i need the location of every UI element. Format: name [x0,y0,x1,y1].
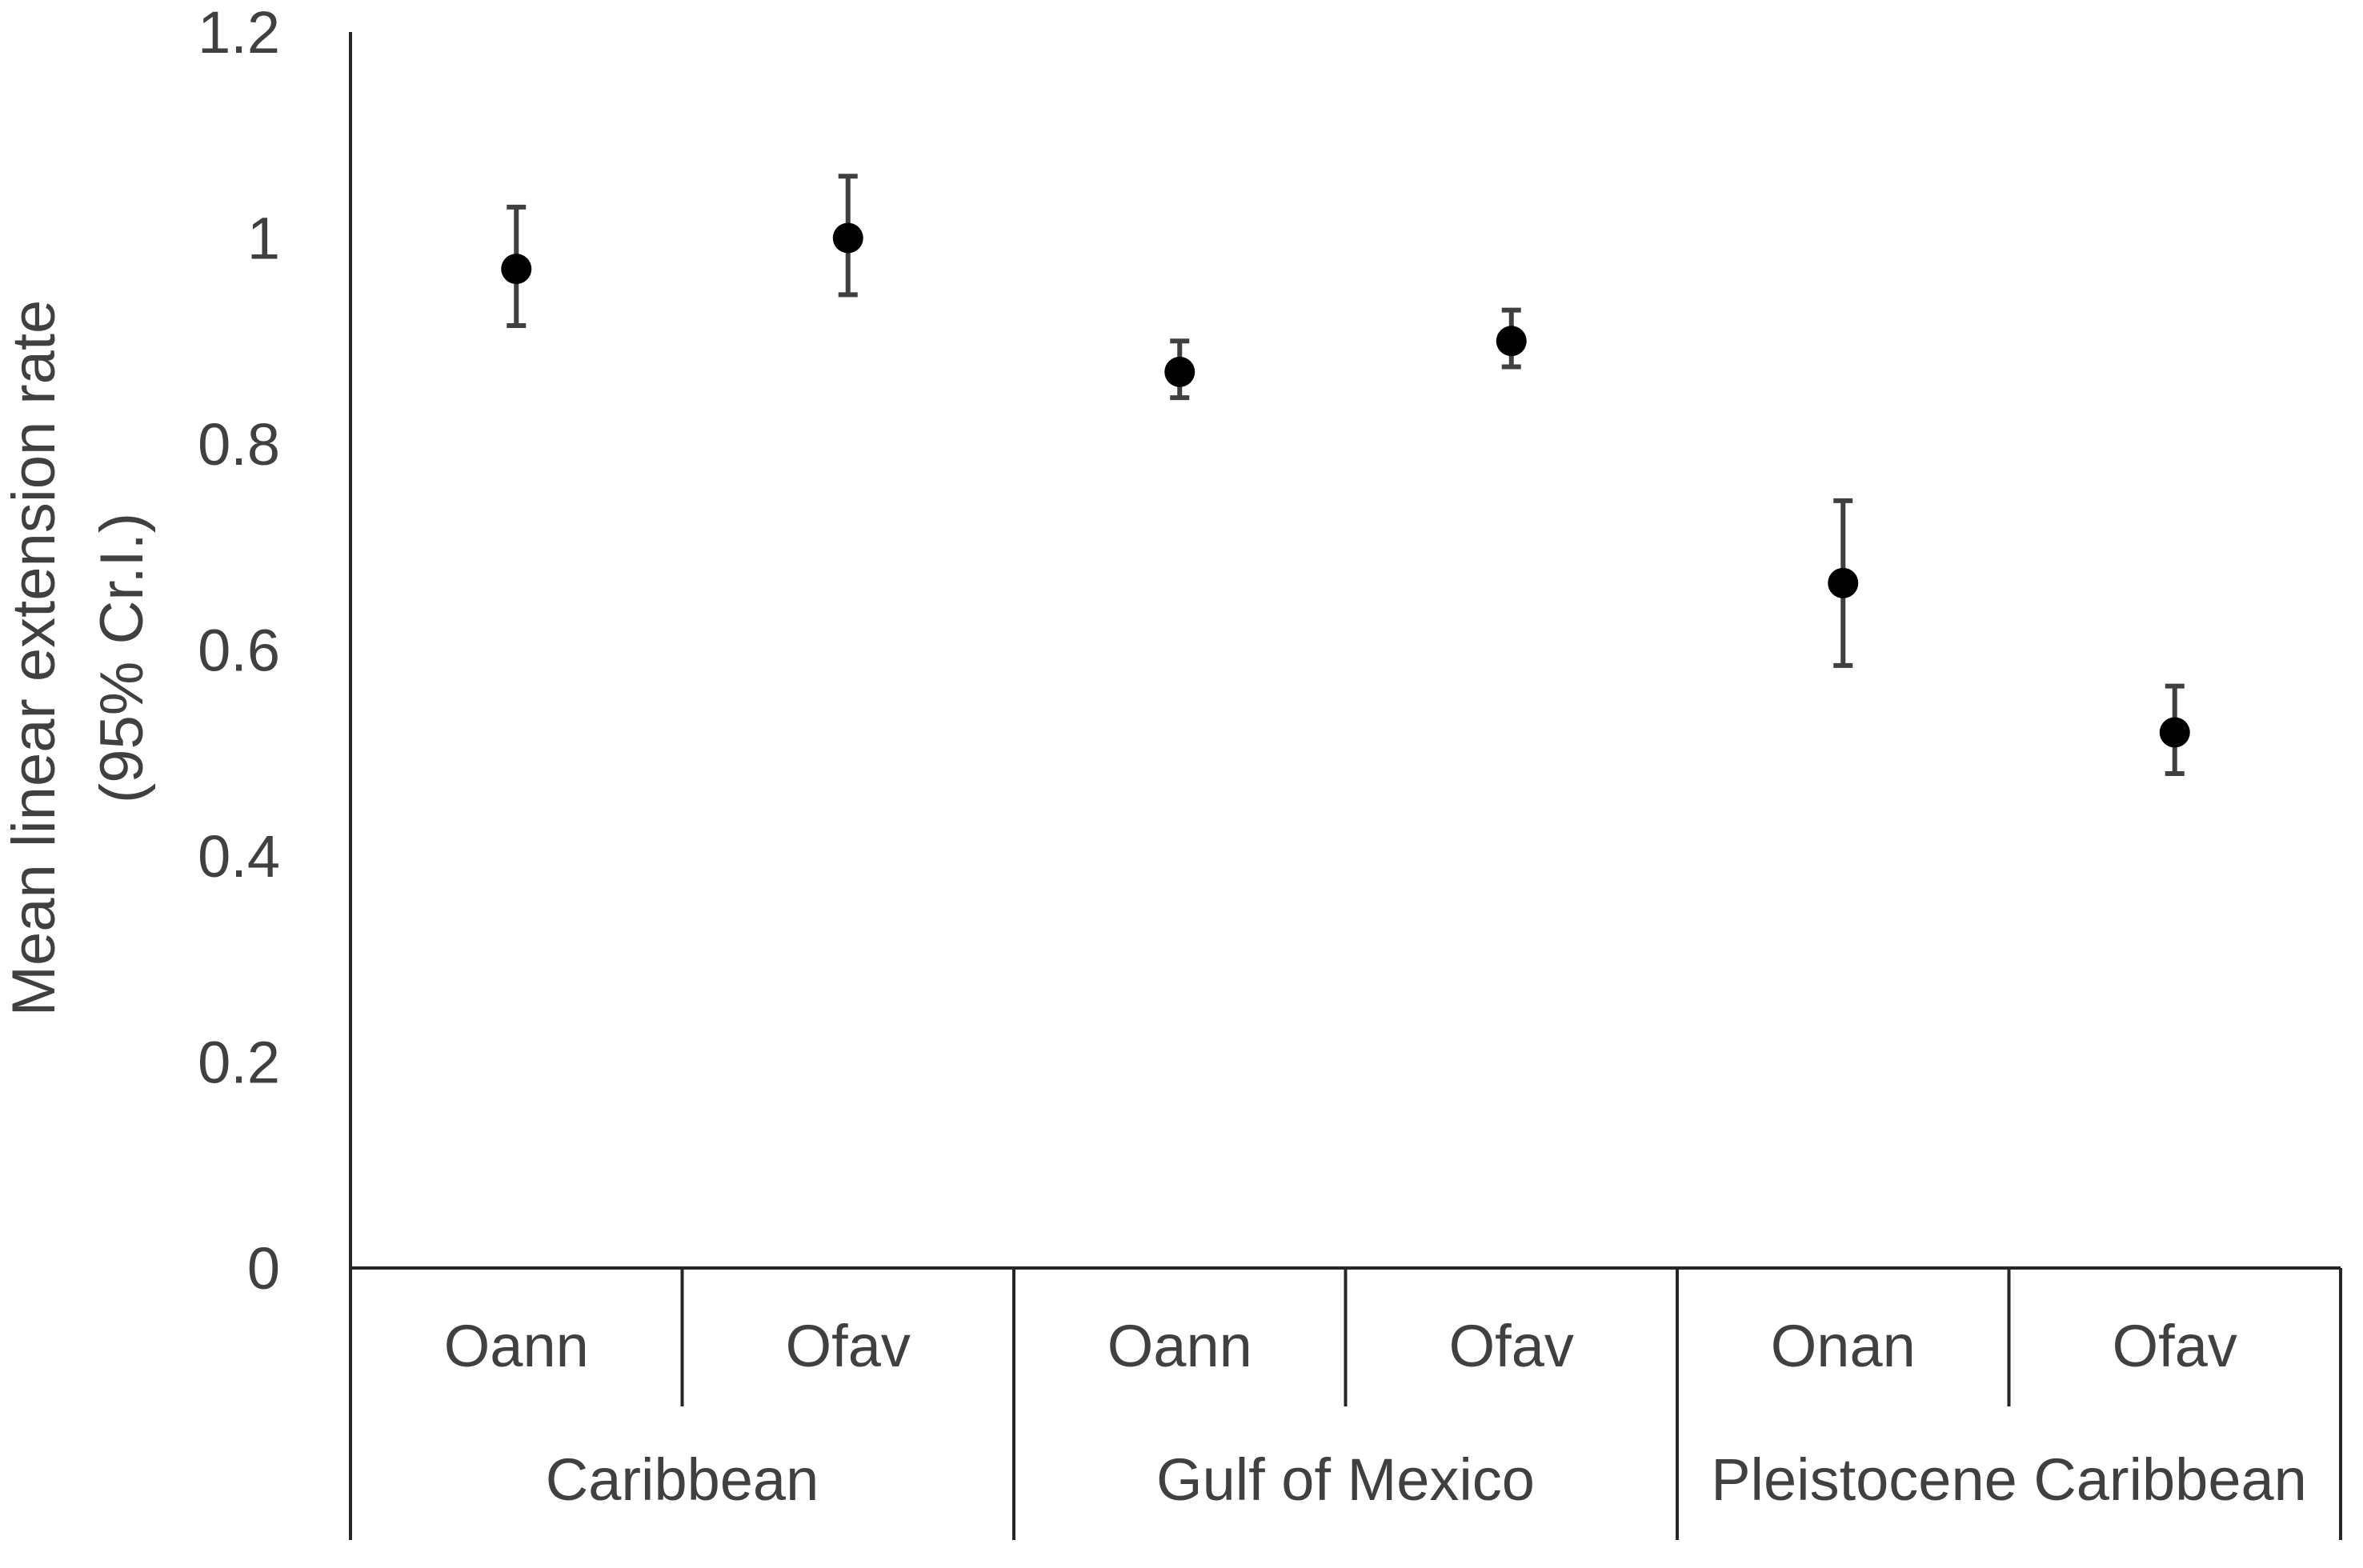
x-category-label: Oann [1107,1313,1252,1379]
data-points [501,222,2190,748]
x-category-label: Onan [1771,1313,1916,1379]
y-axis-title-line: (95% Cr.I.) [88,513,156,803]
data-point [1164,356,1196,387]
y-tick-label: 0.4 [198,823,280,890]
data-point [501,254,532,285]
y-axis-ticks: 0 0.2 0.4 0.6 0.8 1 1.2 [198,0,280,1302]
y-axis-title: Mean linear extension rate (95% Cr.I.) [0,300,156,1017]
x-group-label: Caribbean [546,1446,819,1513]
y-tick-label: 1 [247,206,280,272]
y-tick-label: 0.2 [198,1030,280,1096]
x-category-label: Oann [444,1313,589,1379]
x-category-label: Ofav [2113,1313,2237,1379]
y-tick-label: 0 [247,1235,280,1302]
x-group-label: Pleistocene Caribbean [1711,1446,2307,1513]
y-tick-label: 1.2 [198,0,280,66]
data-point [832,222,863,254]
y-tick-label: 0.6 [198,618,280,684]
data-point [1828,567,1859,598]
x-category-label: Ofav [786,1313,911,1379]
data-point [2159,717,2190,748]
x-axis-categories: Oann Ofav Caribbean Oann Ofav Gulf of Mexico O… [444,1268,2342,1540]
x-group-label: Gulf of Mexico [1156,1446,1535,1513]
error-bars [507,174,2185,776]
x-category-label: Ofav [1449,1313,1574,1379]
y-tick-label: 0.8 [198,411,280,478]
data-point [1496,326,1527,357]
y-axis-title-line: Mean linear extension rate [0,300,68,1017]
